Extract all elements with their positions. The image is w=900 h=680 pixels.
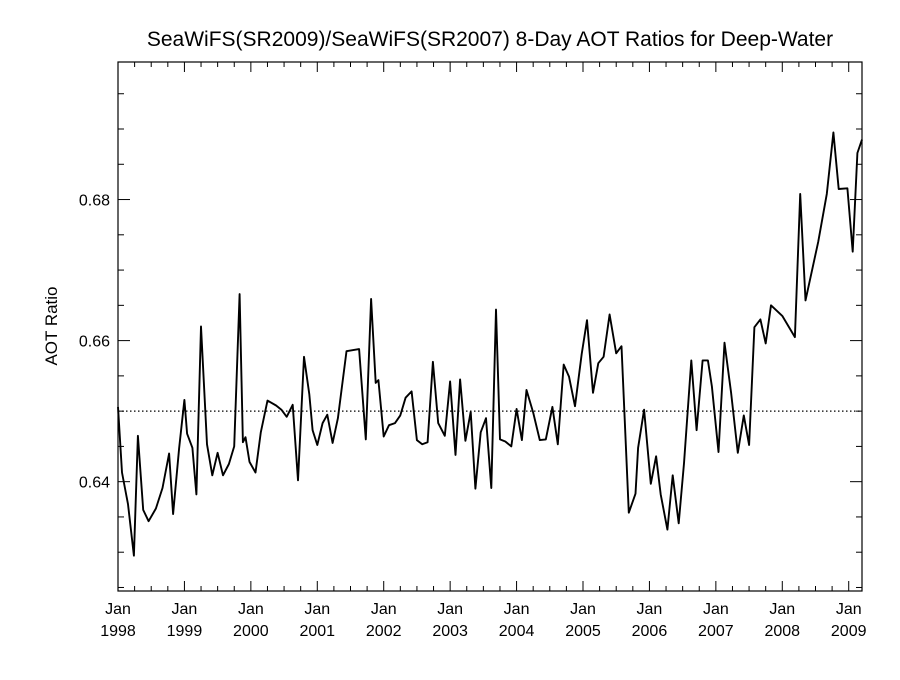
y-tick-label: 0.66 [79,334,110,351]
x-tick-label-month: Jan [769,601,795,618]
x-tick-label-year: 2003 [432,623,468,640]
x-tick-label-year: 2004 [499,623,535,640]
x-tick-label-year: 1999 [167,623,203,640]
x-tick-label-year: 2008 [764,623,800,640]
x-tick-label-year: 2006 [632,623,668,640]
x-tick-label-month: Jan [836,601,862,618]
chart-title: SeaWiFS(SR2009)/SeaWiFS(SR2007) 8-Day AO… [146,28,834,51]
x-tick-label-year: 2002 [366,623,402,640]
series-line [117,131,863,557]
y-tick-label: 0.64 [79,475,110,492]
x-tick-label-month: Jan [637,601,663,618]
x-tick-label-year: 2007 [698,623,734,640]
x-tick-label-month: Jan [238,601,264,618]
x-tick-label-month: Jan [304,601,330,618]
x-tick-label-year: 2001 [299,623,335,640]
x-tick-label-month: Jan [437,601,463,618]
y-axis-label: AOT Ratio [42,286,61,365]
x-tick-label-month: Jan [371,601,397,618]
x-tick-label-month: Jan [703,601,729,618]
axes: Jan 1998 Jan 1999 Jan 2000 Jan 2001 Jan 2002 Jan 20… [79,62,867,640]
x-tick-label-year: 2000 [233,623,269,640]
x-tick-label-month: Jan [172,601,198,618]
y-tick-label: 0.68 [79,193,110,210]
x-tick-label-year: 2009 [831,623,867,640]
x-tick-label-year: 2005 [565,623,601,640]
series-layer [117,131,863,557]
x-tick-label-month: Jan [504,601,530,618]
x-tick-label-month: Jan [570,601,596,618]
x-tick-label-month: Jan [105,601,131,618]
x-tick-label-year: 1998 [100,623,136,640]
plot-frame [117,61,863,592]
